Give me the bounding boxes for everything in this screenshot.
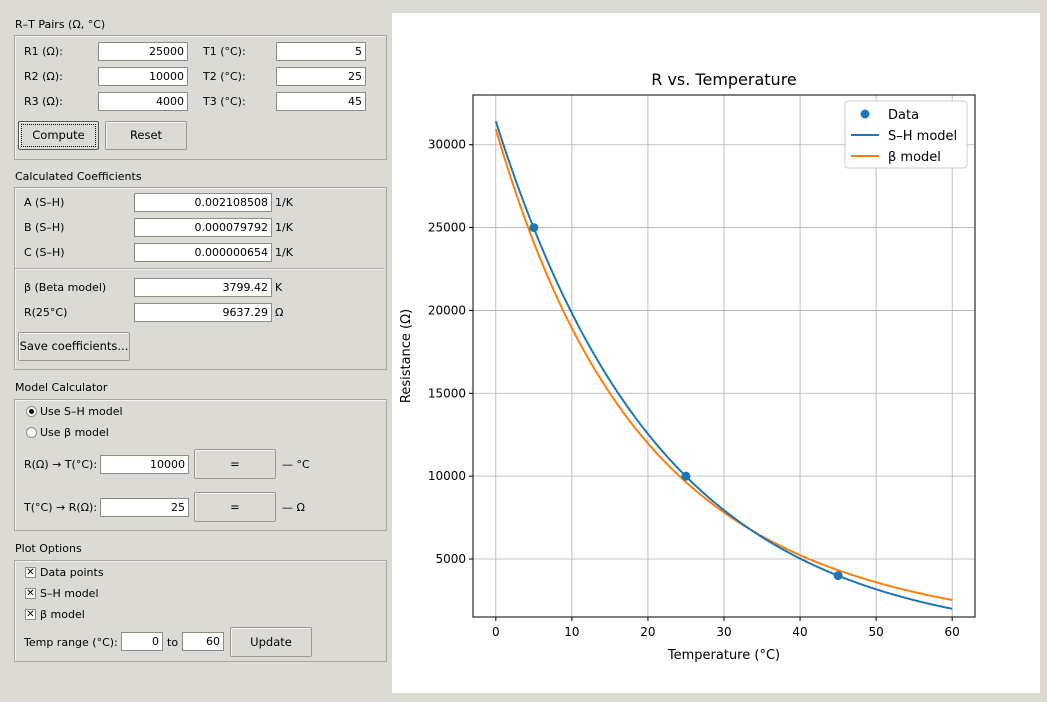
data-point xyxy=(681,471,691,481)
coef-c-field[interactable]: 0.000000654 xyxy=(134,243,272,262)
plot-options-title: Plot Options xyxy=(15,542,82,555)
r25-field[interactable]: 9637.29 xyxy=(134,303,272,322)
series-layer xyxy=(494,120,953,610)
temp-range-label: Temp range (°C): xyxy=(24,636,118,649)
r-to-t-label: R(Ω) → T(°C): xyxy=(24,458,98,471)
y-tick-label: 20000 xyxy=(428,303,466,317)
use-beta-radio[interactable] xyxy=(26,427,37,438)
legend-sh-label: S–H model xyxy=(888,129,957,144)
y-tick-label: 25000 xyxy=(428,221,466,235)
temp-min-input[interactable]: 0 xyxy=(121,632,163,651)
update-button[interactable]: Update xyxy=(230,627,312,657)
coef-b-unit: 1/K xyxy=(275,221,293,234)
legend-box xyxy=(844,100,968,169)
t1-input[interactable]: 5 xyxy=(276,42,366,61)
model-calculator-title: Model Calculator xyxy=(15,381,108,394)
use-sh-label[interactable]: Use S–H model xyxy=(40,405,123,418)
temp-max-input[interactable]: 60 xyxy=(182,632,224,651)
x-tick-label: 20 xyxy=(640,625,655,639)
chart-title: R vs. Temperature xyxy=(651,70,797,89)
r-to-t-input[interactable]: 10000 xyxy=(100,455,189,474)
t-to-r-result: — Ω xyxy=(282,501,305,514)
coefficients-group xyxy=(14,187,387,370)
x-tick-label: 10 xyxy=(564,625,579,639)
x-tick-label: 60 xyxy=(945,625,960,639)
data-points-checkbox[interactable]: ✕ xyxy=(25,567,36,578)
t-to-r-label: T(°C) → R(Ω): xyxy=(24,501,98,514)
x-tick-label: 0 xyxy=(492,625,500,639)
legend-data-label: Data xyxy=(888,108,919,123)
tick-layer: 0 10 20 30 40 50 60 5000 10000 15000 20000 25000 300… xyxy=(428,138,960,639)
r2-label: R2 (Ω): xyxy=(24,70,63,83)
use-beta-label[interactable]: Use β model xyxy=(40,426,109,439)
y-tick-label: 5000 xyxy=(435,552,466,566)
coef-c-label: C (S–H) xyxy=(24,246,65,259)
t2-label: T2 (°C): xyxy=(203,70,246,83)
reset-button[interactable]: Reset xyxy=(105,121,187,150)
coef-b-label: B (S–H) xyxy=(24,221,65,234)
chart: 0 10 20 30 40 50 60 5000 10000 15000 20000 25000 300… xyxy=(399,70,976,663)
beta-model-label[interactable]: β model xyxy=(40,608,85,621)
legend-beta-label: β model xyxy=(888,150,941,165)
t3-input[interactable]: 45 xyxy=(276,92,366,111)
y-tick-label: 30000 xyxy=(428,138,466,152)
legend-data-marker xyxy=(860,109,870,119)
beta-model-line xyxy=(494,128,953,601)
sh-model-label[interactable]: S–H model xyxy=(40,587,99,600)
coefficients-title: Calculated Coefficients xyxy=(15,170,142,183)
t1-label: T1 (°C): xyxy=(203,45,246,58)
r3-input[interactable]: 4000 xyxy=(98,92,188,111)
data-point xyxy=(529,223,539,233)
beta-unit: K xyxy=(275,281,283,294)
r1-input[interactable]: 25000 xyxy=(98,42,188,61)
t-to-r-equals-button[interactable]: = xyxy=(194,492,276,522)
r-to-t-result: — °C xyxy=(282,458,310,471)
coef-c-unit: 1/K xyxy=(275,246,293,259)
beta-model-checkbox[interactable]: ✕ xyxy=(25,609,36,620)
rt-pairs-title: R–T Pairs (Ω, °C) xyxy=(15,18,106,31)
beta-field[interactable]: 3799.42 xyxy=(134,278,272,297)
to-label: to xyxy=(167,636,179,649)
r3-label: R3 (Ω): xyxy=(24,95,63,108)
plot-options-group xyxy=(14,560,387,662)
y-tick-label: 15000 xyxy=(428,386,466,400)
coefficients-separator xyxy=(15,268,384,270)
y-tick-label: 10000 xyxy=(428,469,466,483)
y-axis-label: Resistance (Ω) xyxy=(399,309,414,403)
sh-model-line xyxy=(494,120,953,610)
legend: Data S–H model β model xyxy=(844,100,968,169)
t3-label: T3 (°C): xyxy=(203,95,246,108)
x-axis-label: Temperature (°C) xyxy=(667,648,780,663)
t-to-r-input[interactable]: 25 xyxy=(100,498,189,517)
r25-label: R(25°C) xyxy=(24,306,68,319)
sh-model-checkbox[interactable]: ✕ xyxy=(25,588,36,599)
compute-button[interactable]: Compute xyxy=(18,121,99,150)
x-tick-label: 50 xyxy=(868,625,883,639)
save-coefficients-button[interactable]: Save coefficients... xyxy=(18,332,130,361)
grid-layer xyxy=(473,95,975,617)
x-tick-label: 30 xyxy=(716,625,731,639)
rt-pairs-group xyxy=(14,35,387,160)
use-sh-radio[interactable] xyxy=(26,406,37,417)
plot-panel: 0 10 20 30 40 50 60 5000 10000 15000 20000 25000 300… xyxy=(392,13,1040,693)
coef-a-field[interactable]: 0.002108508 xyxy=(134,193,272,212)
t2-input[interactable]: 25 xyxy=(276,67,366,86)
beta-label: β (Beta model) xyxy=(24,281,107,294)
r1-label: R1 (Ω): xyxy=(24,45,63,58)
r25-unit: Ω xyxy=(275,306,284,319)
data-points-label[interactable]: Data points xyxy=(40,566,104,579)
x-tick-label: 40 xyxy=(792,625,807,639)
data-point xyxy=(833,571,843,581)
coef-b-field[interactable]: 0.000079792 xyxy=(134,218,272,237)
coef-a-label: A (S–H) xyxy=(24,196,65,209)
r-to-t-equals-button[interactable]: = xyxy=(194,449,276,479)
coef-a-unit: 1/K xyxy=(275,196,293,209)
r2-input[interactable]: 10000 xyxy=(98,67,188,86)
model-calculator-group xyxy=(14,399,387,531)
